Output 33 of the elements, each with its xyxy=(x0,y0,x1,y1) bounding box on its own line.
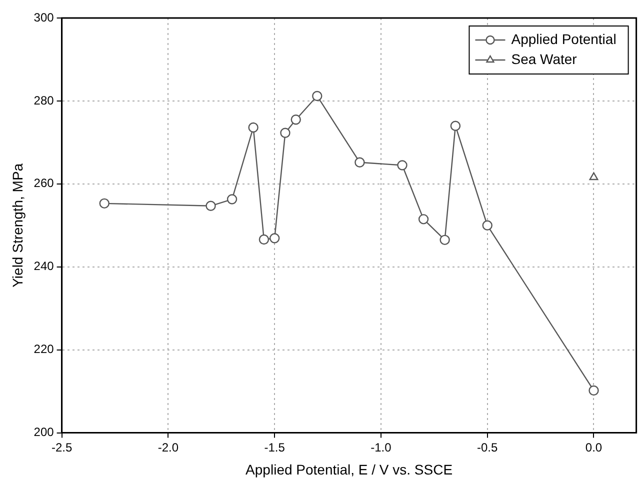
point xyxy=(312,90,322,102)
point xyxy=(589,172,598,180)
point xyxy=(290,114,301,125)
x-tick-label: -0.5 xyxy=(477,440,498,454)
point xyxy=(269,233,280,244)
point xyxy=(99,198,110,209)
point xyxy=(354,157,365,168)
x-tick-label: -2.0 xyxy=(158,440,179,454)
point xyxy=(280,128,290,138)
point xyxy=(397,160,408,170)
y-tick-label: 300 xyxy=(34,10,54,24)
x-tick-label: -1.0 xyxy=(370,440,392,454)
y-tick-label: 200 xyxy=(34,425,54,440)
y-tick-label: 220 xyxy=(34,342,54,356)
x-tick-label: 0.0 xyxy=(585,440,602,454)
x-tick-label: -1.5 xyxy=(264,440,286,454)
point xyxy=(418,214,429,224)
x-axis-title: Applied Potential, E / V vs. SSCE xyxy=(246,461,453,478)
point xyxy=(206,200,216,212)
point xyxy=(450,120,461,131)
point xyxy=(482,220,492,230)
legend-label: Sea Water xyxy=(511,50,578,67)
x-tick-label: -2.5 xyxy=(51,440,72,454)
point xyxy=(588,385,599,396)
point xyxy=(440,234,450,246)
point xyxy=(258,234,270,245)
y-tick-label: 260 xyxy=(34,176,54,190)
y-tick-label: 280 xyxy=(34,93,54,108)
point xyxy=(226,194,238,204)
y-tick-label: 240 xyxy=(34,259,54,274)
point xyxy=(248,122,258,133)
y-axis-title: Yield Strength, MPa xyxy=(9,163,26,288)
legend-label: Applied Potential xyxy=(511,30,616,47)
